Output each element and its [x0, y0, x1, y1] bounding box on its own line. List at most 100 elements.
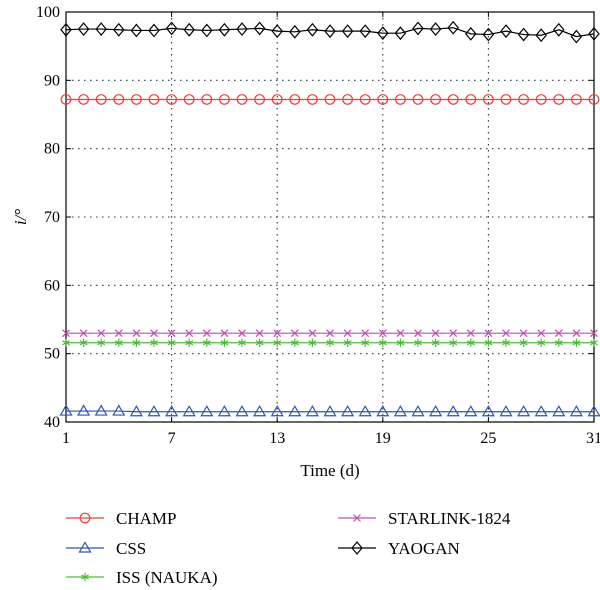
data-point-iss-nauka	[167, 338, 176, 347]
data-point-css	[147, 405, 161, 417]
data-point-starlink-1824	[572, 329, 581, 338]
data-point-iss-nauka	[326, 338, 334, 347]
y-tick-label: 70	[44, 209, 60, 226]
legend-entry-css: CSS	[66, 539, 146, 558]
data-point-champ	[395, 94, 406, 105]
data-point-champ	[483, 94, 494, 105]
legend-label: CSS	[116, 539, 146, 558]
data-point-yaogan	[429, 22, 442, 37]
data-point-css	[217, 405, 231, 417]
data-point-iss-nauka	[449, 338, 458, 347]
series-group	[59, 20, 600, 417]
data-point-champ	[412, 94, 424, 105]
data-point-starlink-1824	[255, 329, 264, 338]
data-point-yaogan	[570, 29, 583, 44]
data-point-yaogan	[289, 24, 301, 39]
data-point-css	[358, 405, 372, 417]
data-point-yaogan	[306, 22, 319, 37]
data-point-css	[165, 405, 179, 417]
data-point-yaogan	[553, 22, 565, 37]
data-point-starlink-1824	[79, 329, 88, 338]
data-point-starlink-1824	[414, 329, 422, 338]
x-axis-title: Time (d)	[300, 461, 359, 480]
data-point-yaogan	[394, 26, 407, 41]
data-point-yaogan	[517, 27, 530, 42]
data-point-css	[253, 405, 267, 417]
legend-label: STARLINK-1824	[388, 509, 511, 528]
data-point-starlink-1824	[326, 329, 334, 338]
data-point-iss-nauka	[150, 338, 158, 347]
data-point-css	[323, 405, 337, 417]
data-point-yaogan	[201, 23, 213, 38]
data-point-starlink-1824	[449, 329, 458, 338]
data-point-iss-nauka	[290, 338, 299, 347]
data-point-iss-nauka	[132, 338, 141, 347]
data-point-iss-nauka	[97, 338, 106, 347]
data-point-yaogan	[218, 22, 231, 37]
data-point-yaogan	[60, 22, 72, 37]
x-tick-label: 7	[168, 430, 176, 447]
data-point-iss-nauka	[519, 338, 528, 347]
data-point-starlink-1824	[97, 329, 106, 338]
data-point-css	[77, 404, 91, 416]
data-point-iss-nauka	[114, 338, 123, 347]
data-point-css	[411, 405, 425, 417]
data-point-yaogan	[500, 24, 512, 39]
data-point-champ	[236, 94, 248, 105]
legend-label: YAOGAN	[388, 539, 460, 558]
data-point-starlink-1824	[378, 329, 387, 338]
data-point-iss-nauka	[590, 338, 598, 347]
data-point-champ	[271, 94, 283, 105]
data-point-yaogan	[412, 21, 424, 36]
y-tick-label: 60	[44, 277, 60, 294]
data-point-starlink-1824	[396, 329, 405, 338]
data-point-css	[446, 405, 460, 417]
data-point-iss-nauka	[220, 338, 229, 347]
data-point-css	[534, 405, 548, 417]
data-point-css	[376, 405, 390, 417]
data-point-yaogan	[148, 23, 160, 38]
grid	[66, 12, 594, 422]
data-point-starlink-1824	[220, 329, 229, 338]
data-point-css	[587, 405, 600, 417]
data-point-champ	[201, 94, 213, 105]
data-point-iss-nauka	[396, 338, 405, 347]
data-point-iss-nauka	[273, 338, 282, 347]
data-point-iss-nauka	[185, 338, 194, 347]
legend-label: ISS (NAUKA)	[116, 568, 218, 587]
x-tick-label: 25	[480, 430, 496, 447]
data-point-iss-nauka	[414, 338, 422, 347]
data-point-iss-nauka	[502, 338, 510, 347]
series-iss-nauka	[62, 338, 598, 347]
data-point-css	[464, 405, 478, 417]
data-point-champ	[130, 94, 142, 105]
legend-entry-starlink-1824: STARLINK-1824	[338, 509, 511, 528]
data-point-starlink-1824	[290, 329, 299, 338]
data-point-css	[129, 405, 143, 417]
data-point-starlink-1824	[502, 329, 510, 338]
y-tick-label: 40	[44, 414, 60, 431]
data-point-yaogan	[341, 24, 354, 39]
data-point-yaogan	[482, 27, 495, 42]
y-tick-label: 90	[44, 72, 60, 89]
data-point-iss-nauka	[308, 338, 317, 347]
data-point-iss-nauka	[202, 338, 211, 347]
data-point-champ	[500, 94, 512, 105]
data-point-starlink-1824	[431, 329, 440, 338]
legend-entry-iss-nauka: ISS (NAUKA)	[66, 568, 218, 587]
data-point-css	[112, 404, 126, 416]
data-point-starlink-1824	[308, 329, 317, 338]
data-point-css	[481, 405, 495, 417]
data-point-champ	[289, 94, 301, 105]
data-point-champ	[465, 94, 477, 105]
data-point-css	[200, 405, 214, 417]
x-tick-label: 19	[375, 430, 391, 447]
data-point-starlink-1824	[343, 329, 352, 338]
data-point-champ	[183, 94, 195, 105]
data-point-yaogan	[324, 24, 336, 39]
data-point-css	[182, 405, 196, 417]
data-point-css	[270, 405, 284, 417]
data-point-iss-nauka	[361, 338, 370, 347]
data-point-starlink-1824	[167, 329, 176, 338]
data-point-css	[59, 404, 73, 416]
